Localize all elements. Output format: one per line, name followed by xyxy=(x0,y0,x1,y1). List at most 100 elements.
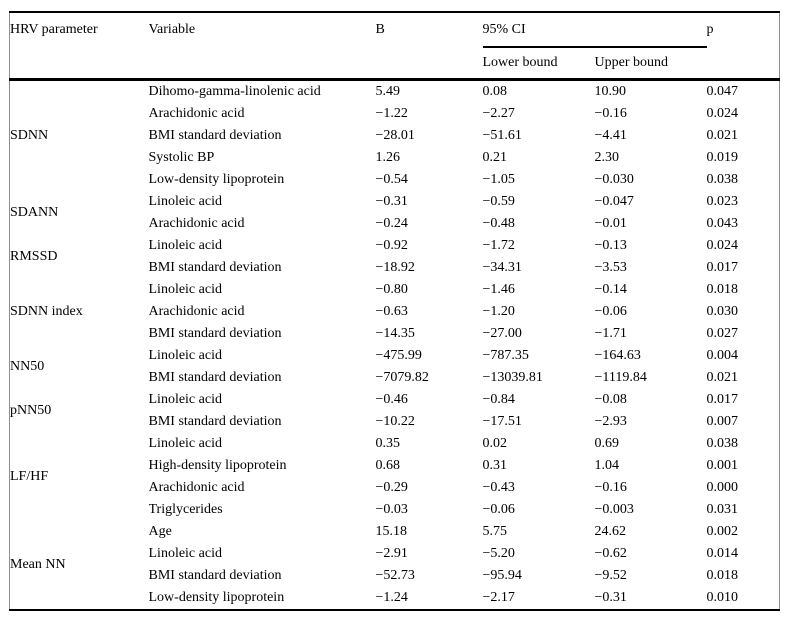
table-row: Arachidonic acid −1.22 −2.27 −0.16 0.024 xyxy=(10,103,780,125)
p-cell: 0.024 xyxy=(706,238,739,253)
upper-bound-cell: −1.71 xyxy=(594,326,627,341)
variable-cell: High-density lipoprotein xyxy=(148,458,287,473)
variable-cell: Linoleic acid xyxy=(148,282,222,297)
upper-bound-cell: −3.53 xyxy=(594,260,627,275)
lower-bound-cell: −1.72 xyxy=(482,238,515,253)
b-cell: −0.29 xyxy=(375,480,408,495)
p-cell: 0.047 xyxy=(706,84,739,99)
p-cell: 0.010 xyxy=(706,590,739,605)
header-b: B xyxy=(375,22,385,37)
variable-cell: Linoleic acid xyxy=(148,436,222,451)
upper-bound-cell: 10.90 xyxy=(594,84,627,99)
lower-bound-cell: −0.59 xyxy=(482,194,515,209)
variable-cell: Linoleic acid xyxy=(148,546,222,561)
b-cell: −1.24 xyxy=(375,590,408,605)
p-cell: 0.018 xyxy=(706,568,739,583)
table-row: Linoleic acid −2.91 −5.20 −0.62 0.014 xyxy=(10,543,780,565)
upper-bound-cell: −0.16 xyxy=(594,480,627,495)
lower-bound-cell: −2.17 xyxy=(482,590,515,605)
lower-bound-cell: −1.46 xyxy=(482,282,515,297)
lower-bound-cell: −0.84 xyxy=(482,392,515,407)
variable-cell: BMI standard deviation xyxy=(148,326,282,341)
upper-bound-cell: 2.30 xyxy=(594,150,620,165)
upper-bound-cell: −0.047 xyxy=(594,194,634,209)
table-row: LF/HF Linoleic acid 0.35 0.02 0.69 0.038 xyxy=(10,433,780,484)
header-spacer xyxy=(148,47,376,81)
upper-bound-cell: −0.13 xyxy=(594,238,627,253)
table-body: SDNN Dihomo-gamma-linolenic acid 5.49 0.08 1… xyxy=(10,80,780,611)
b-cell: −0.63 xyxy=(375,304,408,319)
hrv-parameter-cell: SDNN xyxy=(10,128,49,143)
table-row: BMI standard deviation −10.22 −17.51 −2.93 0… xyxy=(10,411,780,433)
table-row: SDANN Linoleic acid −0.31 −0.59 −0.047 0.023 xyxy=(10,191,780,220)
variable-cell: Linoleic acid xyxy=(148,348,222,363)
lower-bound-cell: −17.51 xyxy=(482,414,522,429)
table-row: BMI standard deviation −28.01 −51.61 −4.41 0… xyxy=(10,125,780,147)
b-cell: −0.31 xyxy=(375,194,408,209)
upper-bound-cell: −0.003 xyxy=(594,502,634,517)
lower-bound-cell: 0.31 xyxy=(482,458,508,473)
p-cell: 0.001 xyxy=(706,458,739,473)
table-row: Low-density lipoprotein −0.54 −1.05 −0.030 0… xyxy=(10,169,780,191)
variable-cell: Triglycerides xyxy=(148,502,223,517)
table-row: SDNN index Linoleic acid −0.80 −1.46 −0.14 0.… xyxy=(10,279,780,319)
b-cell: −0.80 xyxy=(375,282,408,297)
b-cell: −52.73 xyxy=(375,568,415,583)
b-cell: 0.68 xyxy=(375,458,401,473)
header-spacer xyxy=(375,47,483,81)
b-cell: −475.99 xyxy=(375,348,422,363)
upper-bound-cell: −4.41 xyxy=(594,128,627,143)
variable-cell: Arachidonic acid xyxy=(148,216,245,231)
upper-bound-cell: −0.06 xyxy=(594,304,627,319)
header-ci-upper: Upper bound xyxy=(594,47,707,81)
p-cell: 0.014 xyxy=(706,546,739,561)
lower-bound-cell: −787.35 xyxy=(482,348,529,363)
lower-bound-cell: −13039.81 xyxy=(482,370,543,385)
upper-bound-cell: −0.31 xyxy=(594,590,627,605)
upper-bound-cell: −0.030 xyxy=(594,172,634,187)
p-cell: 0.018 xyxy=(706,282,739,297)
b-cell: 15.18 xyxy=(375,524,408,539)
variable-cell: Linoleic acid xyxy=(148,194,222,209)
b-cell: −0.03 xyxy=(375,502,408,517)
lower-bound-cell: −2.27 xyxy=(482,106,515,121)
p-cell: 0.027 xyxy=(706,326,739,341)
p-cell: 0.043 xyxy=(706,216,739,231)
variable-cell: Arachidonic acid xyxy=(148,106,245,121)
table-row: High-density lipoprotein 0.68 0.31 1.04 0.00… xyxy=(10,455,780,477)
lower-bound-cell: −0.48 xyxy=(482,216,515,231)
b-cell: −7079.82 xyxy=(375,370,429,385)
variable-cell: Linoleic acid xyxy=(148,392,222,407)
lower-bound-cell: −51.61 xyxy=(482,128,522,143)
header-spacer xyxy=(9,47,149,81)
upper-bound-cell: 1.04 xyxy=(594,458,620,473)
b-cell: −0.54 xyxy=(375,172,408,187)
hrv-parameter-cell: NN50 xyxy=(10,359,45,374)
lower-bound-cell: −27.00 xyxy=(482,326,522,341)
lower-bound-cell: −95.94 xyxy=(482,568,522,583)
header-ci-lower: Lower bound xyxy=(482,47,595,81)
p-cell: 0.038 xyxy=(706,436,739,451)
b-cell: −2.91 xyxy=(375,546,408,561)
upper-bound-cell: −0.14 xyxy=(594,282,627,297)
hrv-parameter-cell: Mean NN xyxy=(10,557,66,572)
b-cell: −28.01 xyxy=(375,128,415,143)
variable-cell: Low-density lipoprotein xyxy=(148,172,285,187)
b-cell: −14.35 xyxy=(375,326,415,341)
p-cell: 0.000 xyxy=(706,480,739,495)
results-table: HRV parameter Variable B 95% CI p Lower … xyxy=(9,11,781,611)
header-hrv-parameter: HRV parameter xyxy=(10,22,98,37)
table-row: NN50 Linoleic acid −475.99 −787.35 −164.63 0.… xyxy=(10,345,780,374)
b-cell: 0.35 xyxy=(375,436,401,451)
upper-bound-cell: −164.63 xyxy=(594,348,641,363)
hrv-parameter-cell: SDNN index xyxy=(10,304,83,319)
variable-cell: Low-density lipoprotein xyxy=(148,590,285,605)
p-cell: 0.004 xyxy=(706,348,739,363)
header-spacer xyxy=(706,47,780,81)
lower-bound-cell: 5.75 xyxy=(482,524,508,539)
variable-cell: BMI standard deviation xyxy=(148,414,282,429)
b-cell: −1.22 xyxy=(375,106,408,121)
table-row: Arachidonic acid −0.29 −0.43 −0.16 0.000 xyxy=(10,477,780,499)
b-cell: −18.92 xyxy=(375,260,415,275)
table-row: BMI standard deviation −52.73 −95.94 −9.52 0… xyxy=(10,565,780,587)
